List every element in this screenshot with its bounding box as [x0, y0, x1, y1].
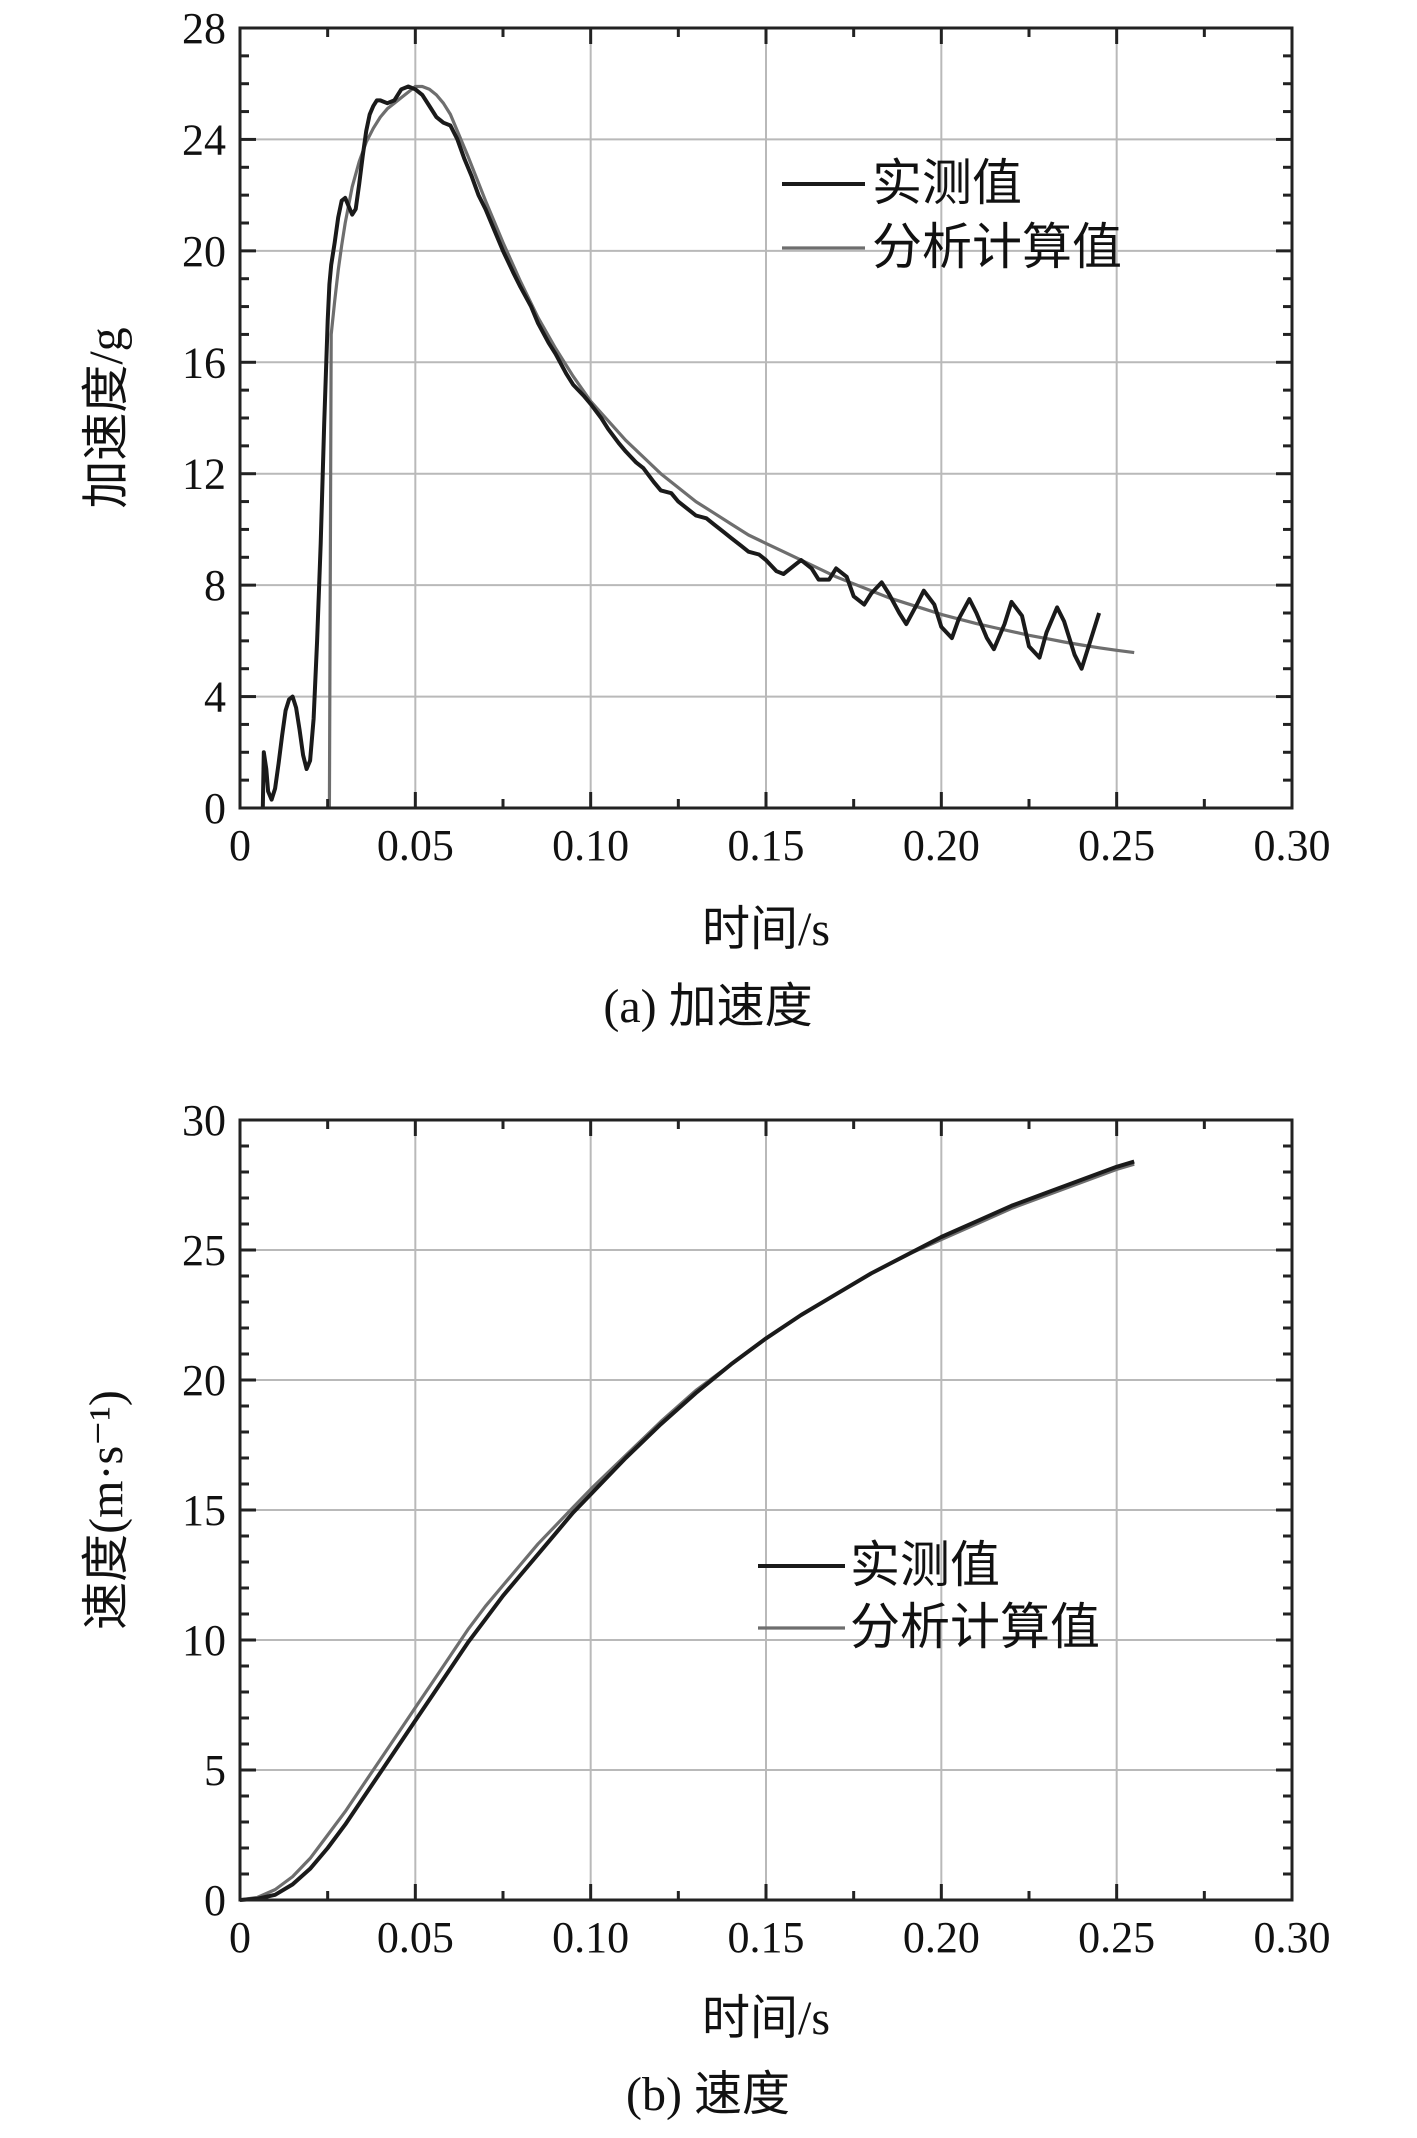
legend-label-measured: 实测值 — [872, 154, 1022, 212]
y-tick-label: 25 — [182, 1226, 226, 1275]
x-tick-label: 0.20 — [903, 1913, 980, 1962]
acceleration-grid — [240, 28, 1292, 808]
legend-label-measured: 实测值 — [850, 1536, 1000, 1594]
x-tick-label: 0.30 — [1254, 821, 1331, 870]
x-tick-label: 0.15 — [728, 821, 805, 870]
velocity-series — [239, 1159, 1135, 1902]
y-tick-label: 28 — [182, 4, 226, 53]
y-tick-label: 10 — [182, 1616, 226, 1665]
y-tick-label: 5 — [204, 1746, 226, 1795]
x-tick-label: 0.25 — [1078, 821, 1155, 870]
y-tick-label: 4 — [204, 673, 226, 722]
x-tick-label: 0.30 — [1254, 1913, 1331, 1962]
x-tick-label: 0.25 — [1078, 1913, 1155, 1962]
velocity-plot-frame — [238, 1118, 1294, 1902]
series-line-measured — [239, 1159, 1135, 1902]
acceleration-x-axis-label: 时间/s — [702, 903, 830, 956]
y-tick-label: 0 — [204, 784, 226, 833]
series-line-computed — [239, 1162, 1135, 1902]
velocity-legend: 实测值 分析计算值 — [758, 1536, 1100, 1656]
x-tick-label: 0.20 — [903, 821, 980, 870]
y-tick-label: 12 — [182, 450, 226, 499]
velocity-caption: (b) 速度 — [626, 2068, 790, 2121]
y-tick-label: 16 — [182, 338, 226, 387]
y-tick-label: 30 — [182, 1096, 226, 1145]
y-tick-label: 20 — [182, 1356, 226, 1405]
x-tick-label: 0.10 — [552, 1913, 629, 1962]
acceleration-series — [260, 84, 1135, 809]
y-tick-label: 20 — [182, 227, 226, 276]
velocity-y-axis-label: 速度(m·s⁻¹) — [80, 1390, 133, 1630]
acceleration-caption: (a) 加速度 — [603, 980, 812, 1033]
y-tick-label: 15 — [182, 1486, 226, 1535]
x-tick-label: 0.15 — [728, 1913, 805, 1962]
acceleration-legend: 实测值 分析计算值 — [782, 154, 1122, 276]
legend-label-computed: 分析计算值 — [872, 218, 1122, 276]
legend-label-computed: 分析计算值 — [850, 1598, 1100, 1656]
x-tick-label: 0 — [229, 821, 251, 870]
x-tick-label: 0.05 — [377, 1913, 454, 1962]
x-tick-label: 0 — [229, 1913, 251, 1962]
velocity-x-axis-label: 时间/s — [702, 1992, 830, 2045]
x-tick-label: 0.10 — [552, 821, 629, 870]
acceleration-y-axis-label: 加速度/g — [80, 327, 133, 508]
x-tick-label: 0.05 — [377, 821, 454, 870]
series-line-computed — [327, 84, 1135, 809]
velocity-chart: 0 0.05 0.10 0.15 0.20 0.25 0.30 0 5 10 15 20 25 30 时间… — [80, 1096, 1331, 2121]
y-tick-label: 24 — [182, 115, 226, 164]
velocity-grid — [240, 1120, 1292, 1900]
acceleration-chart: 0 0.05 0.10 0.15 0.20 0.25 0.30 0 4 8 12 16 20 24 28 时… — [80, 4, 1331, 1033]
series-line-measured — [260, 84, 1102, 809]
y-tick-label: 0 — [204, 1876, 226, 1925]
velocity-ticks: 0 0.05 0.10 0.15 0.20 0.25 0.30 0 5 10 15 20 25 30 — [182, 1096, 1331, 1962]
y-tick-label: 8 — [204, 561, 226, 610]
acceleration-plot-frame — [238, 26, 1294, 810]
acceleration-ticks: 0 0.05 0.10 0.15 0.20 0.25 0.30 0 4 8 12 16 20 24 28 — [182, 4, 1331, 870]
